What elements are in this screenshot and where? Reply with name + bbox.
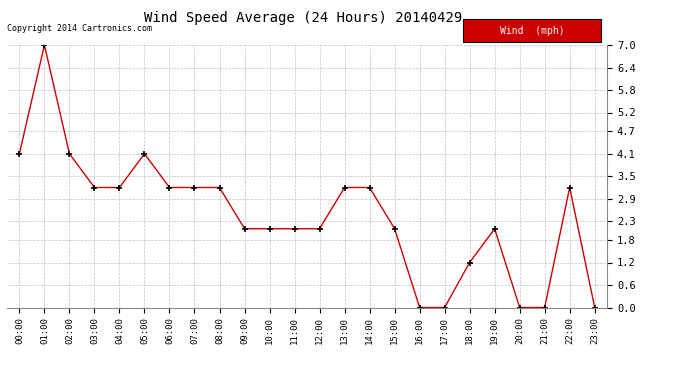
- FancyBboxPatch shape: [463, 19, 601, 42]
- Text: Wind  (mph): Wind (mph): [500, 26, 564, 36]
- Text: Copyright 2014 Cartronics.com: Copyright 2014 Cartronics.com: [7, 24, 152, 33]
- Text: Wind Speed Average (24 Hours) 20140429: Wind Speed Average (24 Hours) 20140429: [144, 11, 463, 25]
